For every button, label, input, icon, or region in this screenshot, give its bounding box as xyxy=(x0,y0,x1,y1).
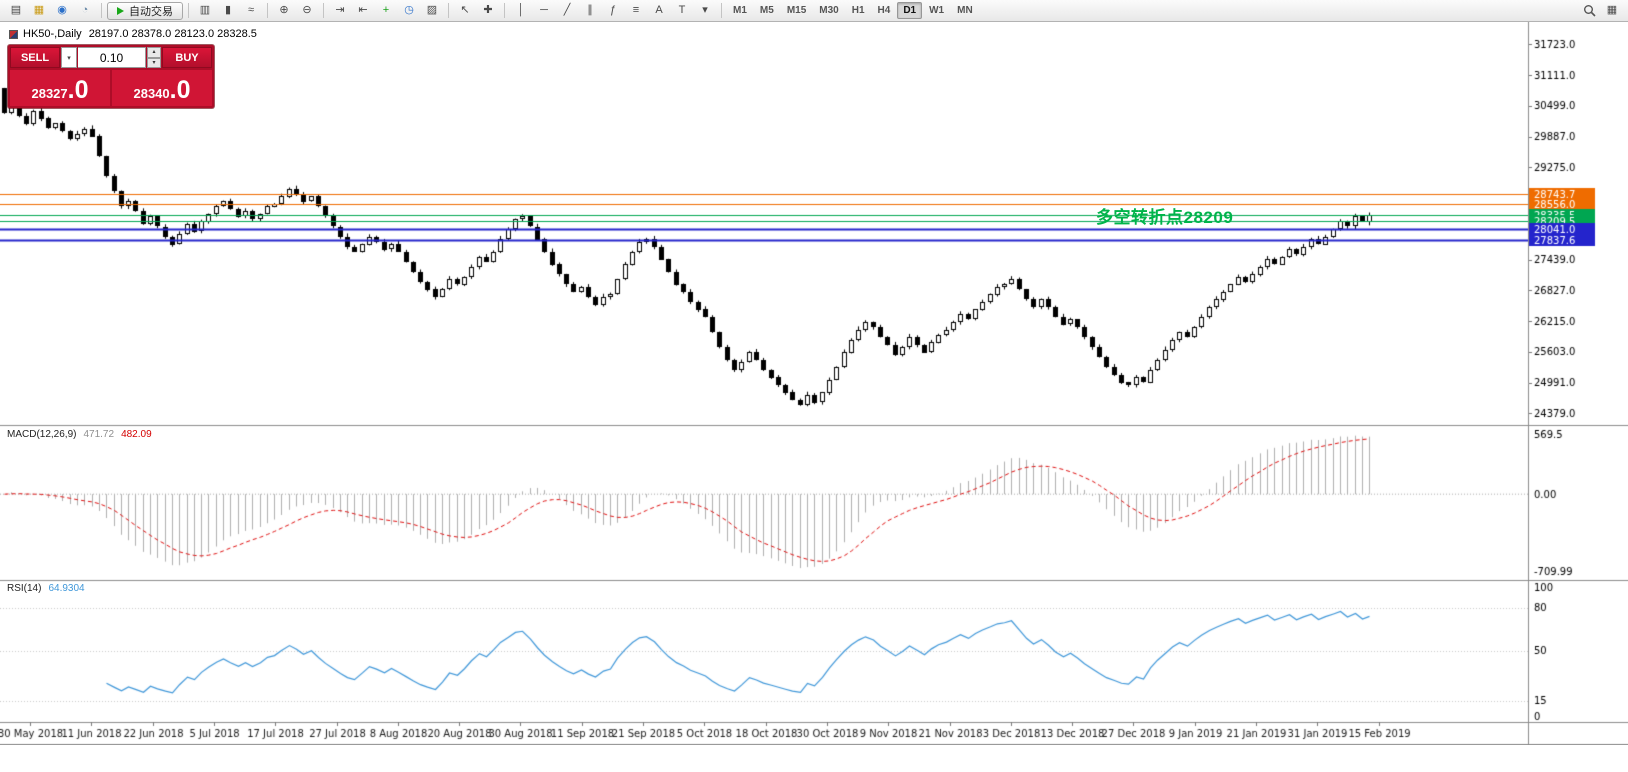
volume-input[interactable] xyxy=(78,47,146,68)
timeframe-m30-button[interactable]: M30 xyxy=(813,2,844,19)
sell-price-main: 28327 xyxy=(31,85,68,101)
timeframe-h4-button[interactable]: H4 xyxy=(872,2,897,19)
auto-scroll-icon[interactable]: ⇥ xyxy=(329,2,351,20)
chart-symbol-period: HK50-,Daily xyxy=(23,28,82,40)
pivot-annotation: 多空转折点28209 xyxy=(1096,208,1234,227)
templates-icon[interactable]: ▨ xyxy=(421,2,443,20)
shapes-icon[interactable]: ≡ xyxy=(625,2,647,20)
autotrade-label: 自动交易 xyxy=(129,5,173,18)
macd-value-main: 471.72 xyxy=(83,429,115,440)
rsi-value: 64.9304 xyxy=(48,583,85,594)
price-chart-canvas[interactable] xyxy=(0,22,1628,745)
equidistant-channel-icon[interactable]: ∥ xyxy=(579,2,601,20)
macd-name: MACD(12,26,9) xyxy=(7,429,77,440)
sell-price[interactable]: 28327.0 xyxy=(10,70,110,106)
trade-panel-prices: 28327.0 28340.0 xyxy=(10,70,212,106)
timeframe-m5-button[interactable]: M5 xyxy=(754,2,780,19)
text-label-icon[interactable]: T xyxy=(671,2,693,20)
zoom-out-icon[interactable]: ⊖ xyxy=(296,2,318,20)
cursor-icon[interactable]: ↖ xyxy=(454,2,476,20)
crosshair-icon[interactable]: ✚ xyxy=(477,2,499,20)
toolbar-separator xyxy=(188,3,189,18)
autotrade-play-icon xyxy=(117,6,124,15)
chart-window-icon xyxy=(9,29,18,39)
toolbar-separator xyxy=(323,3,324,18)
chart-window: HK50-,Daily 28197.0 28378.0 28123.0 2832… xyxy=(0,22,1628,745)
market-watch-icon[interactable]: ▦ xyxy=(28,2,50,20)
navigator-icon[interactable]: ◉ xyxy=(51,2,73,20)
chart-title: HK50-,Daily 28197.0 28378.0 28123.0 2832… xyxy=(9,28,257,40)
vertical-line-icon[interactable]: │ xyxy=(510,2,532,20)
trendline-icon[interactable]: ╱ xyxy=(556,2,578,20)
macd-value-signal: 482.09 xyxy=(121,429,152,440)
timeframe-mn-button[interactable]: MN xyxy=(951,2,979,19)
search-icon-glyph xyxy=(1583,5,1596,17)
candlestick-chart-icon[interactable]: ▮ xyxy=(217,2,239,20)
buy-price[interactable]: 28340.0 xyxy=(112,70,212,106)
volume-up-button[interactable]: ▴ xyxy=(147,47,161,58)
toolbar-tools: ▥ ▮ ≈ ⊕ ⊖ ⇥ ⇤ + ◷ ▨ ↖ ✚ │ ─ ╱ ∥ ƒ ≡ A T ▾ xyxy=(194,2,726,20)
toolbar-separator xyxy=(504,3,505,18)
volume-dropdown-button[interactable]: ▾ xyxy=(61,47,77,68)
arrow-tools-icon[interactable]: ▾ xyxy=(694,2,716,20)
new-order-icon[interactable]: ▤ xyxy=(5,2,27,20)
chart-shift-icon[interactable]: ⇤ xyxy=(352,2,374,20)
search-icon[interactable] xyxy=(1578,2,1600,20)
buy-price-main: 28340 xyxy=(133,85,170,101)
trade-panel-controls: SELL ▾ ▴ ▾ BUY xyxy=(10,47,212,68)
sell-button[interactable]: SELL xyxy=(10,47,60,68)
timeframe-d1-button[interactable]: D1 xyxy=(897,2,923,19)
periods-icon[interactable]: ◷ xyxy=(398,2,420,20)
sell-price-frac: .0 xyxy=(67,76,89,105)
windows-icon[interactable]: ▦ xyxy=(1601,2,1623,20)
timeframe-h1-button[interactable]: H1 xyxy=(846,2,871,19)
rsi-name: RSI(14) xyxy=(7,583,42,594)
toolbar-window-icons: ▤ ▦ ◉ ◔ xyxy=(5,2,96,20)
toolbar-timeframes: M1 M5 M15 M30 H1 H4 D1 W1 MN xyxy=(727,2,979,19)
line-chart-icon[interactable]: ≈ xyxy=(240,2,262,20)
rsi-indicator-label: RSI(14) 64.9304 xyxy=(7,583,85,594)
indicators-icon[interactable]: + xyxy=(375,2,397,20)
macd-indicator-label: MACD(12,26,9) 471.72 482.09 xyxy=(7,429,152,440)
toolbar-separator xyxy=(721,3,722,18)
fibonacci-icon[interactable]: ƒ xyxy=(602,2,624,20)
toolbar-separator xyxy=(267,3,268,18)
buy-button[interactable]: BUY xyxy=(162,47,212,68)
timeframe-m15-button[interactable]: M15 xyxy=(781,2,812,19)
autotrade-button[interactable]: 自动交易 xyxy=(107,1,183,20)
bar-chart-icon[interactable]: ▥ xyxy=(194,2,216,20)
one-click-trading-panel: SELL ▾ ▴ ▾ BUY 28327.0 28340.0 xyxy=(8,45,214,108)
text-icon[interactable]: A xyxy=(648,2,670,20)
volume-down-button[interactable]: ▾ xyxy=(147,57,161,68)
toolbar-separator xyxy=(101,3,102,18)
timeframe-m1-button[interactable]: M1 xyxy=(727,2,753,19)
toolbar-separator xyxy=(448,3,449,18)
chart-ohlc-values: 28197.0 28378.0 28123.0 28328.5 xyxy=(88,28,257,40)
terminal-icon[interactable]: ◔ xyxy=(74,2,96,20)
volume-spinner: ▴ ▾ xyxy=(147,47,161,68)
toolbar: ▤ ▦ ◉ ◔ 自动交易 ▥ ▮ ≈ ⊕ ⊖ ⇥ ⇤ + ◷ ▨ ↖ ✚ │ ─ ╱ ∥ ƒ ≡ A T ▾ M1 M5 M15 M… xyxy=(0,0,1628,22)
zoom-in-icon[interactable]: ⊕ xyxy=(273,2,295,20)
horizontal-line-icon[interactable]: ─ xyxy=(533,2,555,20)
timeframe-w1-button[interactable]: W1 xyxy=(923,2,950,19)
buy-price-frac: .0 xyxy=(169,76,191,105)
